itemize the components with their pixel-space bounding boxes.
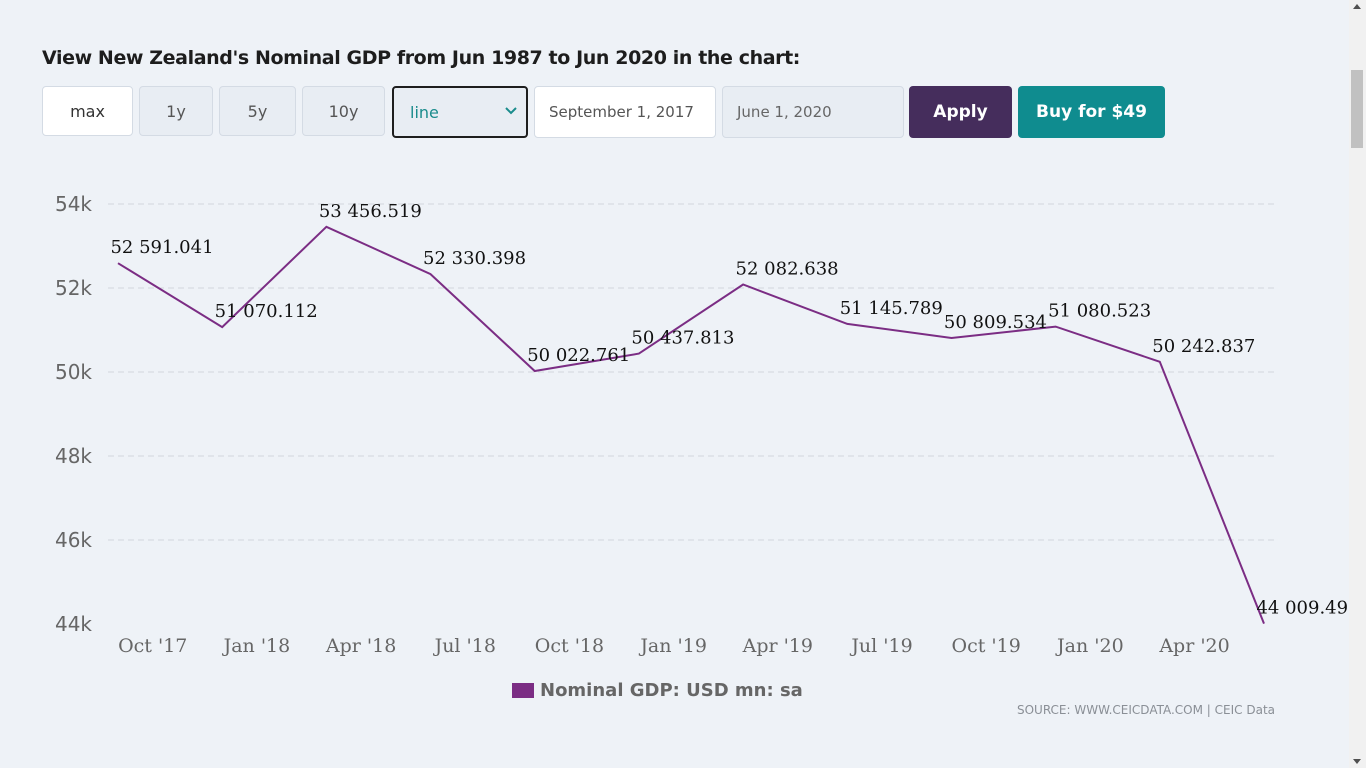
x-tick-label: Jan '18 [222,635,291,657]
data-label: 51 070.112 [215,301,318,322]
x-tick-label: Jan '20 [1055,635,1124,657]
range-max-button[interactable]: max [42,86,133,136]
y-tick-label: 54k [55,192,92,216]
scroll-thumb[interactable] [1351,70,1363,148]
x-tick-label: Oct '18 [535,635,604,657]
x-tick-label: Oct '19 [952,635,1021,657]
data-label: 50 022.761 [527,345,630,366]
data-label: 52 330.398 [423,248,526,269]
x-tick-label: Apr '20 [1158,635,1229,657]
data-label: 52 591.041 [110,237,213,258]
apply-button[interactable]: Apply [909,86,1012,138]
x-tick-label: Jul '18 [433,635,496,657]
buy-button[interactable]: Buy for $49 [1018,86,1165,138]
x-tick-label: Jul '19 [849,635,912,657]
legend-label: Nominal GDP: USD mn: sa [540,680,803,701]
chart-type-select[interactable]: line [392,86,528,138]
data-label: 51 080.523 [1048,301,1151,322]
date-from-input[interactable]: September 1, 2017 [534,86,716,138]
range-10y-button[interactable]: 10y [302,86,385,136]
y-tick-label: 44k [55,612,92,636]
x-tick-label: Apr '19 [742,635,813,657]
series-line [117,225,1265,624]
legend-swatch [512,683,534,698]
data-label: 50 242.837 [1152,336,1255,357]
y-tick-label: 52k [55,276,92,300]
chart-type-value: line [410,102,439,122]
data-label: 50 809.534 [944,312,1047,333]
date-to-input[interactable]: June 1, 2020 [722,86,904,138]
scroll-down-icon[interactable] [1353,759,1361,764]
range-1y-button[interactable]: 1y [139,86,213,136]
x-tick-label: Jan '19 [638,635,707,657]
y-tick-label: 50k [55,360,92,384]
y-tick-label: 48k [55,444,92,468]
data-label: 44 009.499 [1256,598,1359,619]
scroll-up-icon[interactable] [1353,4,1361,9]
data-label: 50 437.813 [631,328,734,349]
source-credit: SOURCE: WWW.CEICDATA.COM | CEIC Data [1016,703,1275,717]
page-heading: View New Zealand's Nominal GDP from Jun … [42,47,800,69]
x-tick-label: Oct '17 [118,635,187,657]
x-tick-label: Apr '18 [325,635,396,657]
data-label: 51 145.789 [840,298,943,319]
data-label: 52 082.638 [736,259,839,280]
y-tick-label: 46k [55,528,92,552]
chevron-down-icon [505,107,517,115]
range-5y-button[interactable]: 5y [219,86,296,136]
data-label: 53 456.519 [319,201,422,222]
vertical-scrollbar[interactable] [1349,0,1366,768]
